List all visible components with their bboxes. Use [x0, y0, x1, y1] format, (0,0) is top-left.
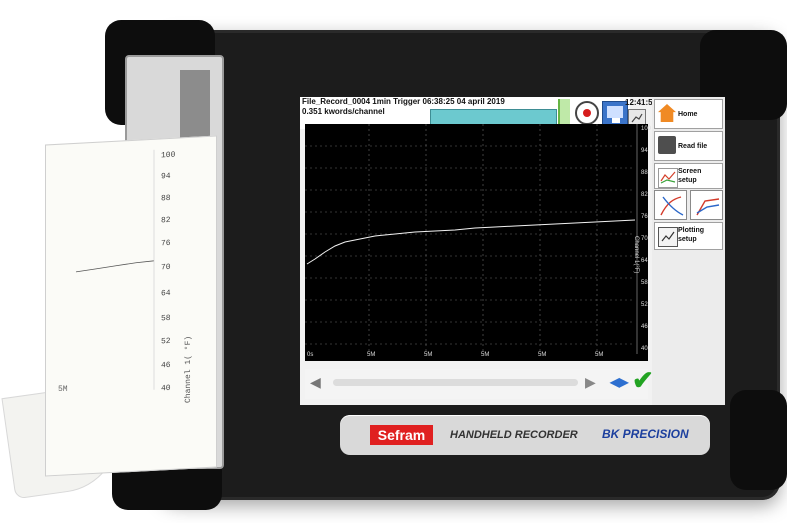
status-indicator	[558, 99, 570, 129]
signal-trace	[306, 219, 636, 265]
x-tick: 0s	[307, 352, 314, 358]
paper-tick: 76	[161, 238, 171, 249]
curve-scale-icon	[696, 198, 720, 216]
plotting-icon	[658, 227, 678, 247]
y-tick: 58	[641, 280, 648, 286]
paper-tick: 82	[161, 215, 171, 226]
rubber-bumper-bottom-right	[730, 390, 787, 490]
clock-text: 12:41:54	[625, 98, 658, 107]
menu-home-button[interactable]: Home	[654, 99, 723, 129]
sample-rate-text: 0.351 kwords/channel	[302, 107, 385, 116]
paper-tick: 58	[161, 313, 171, 324]
x-tick: 5M	[367, 352, 376, 358]
paper-tick: 100	[161, 150, 176, 161]
touch-screen: File_Record_0004 1min Trigger 06:38:25 0…	[300, 97, 725, 405]
curve-option-1-button[interactable]	[654, 190, 687, 220]
status-header: File_Record_0004 1min Trigger 06:38:25 0…	[300, 97, 657, 129]
check-icon[interactable]: ✔	[632, 365, 654, 395]
y-tick: 64	[641, 258, 648, 264]
record-icon	[583, 109, 591, 117]
y-tick: 52	[641, 302, 648, 308]
y-tick: 94	[641, 148, 648, 154]
product-title: HANDHELD RECORDER	[450, 429, 578, 441]
plot-scroll-bar: ◀ ▶ ◀▶ ✔	[305, 365, 654, 399]
menu-read-file-button[interactable]: Read file	[654, 131, 723, 161]
brand-label-strip: Sefram HANDHELD RECORDER BK PRECISION	[340, 415, 710, 455]
x-tick: 5M	[595, 352, 604, 358]
plot-grid	[305, 124, 638, 354]
paper-tick: 88	[161, 193, 171, 204]
menu-home-label: Home	[678, 111, 698, 118]
y-tick: 76	[641, 214, 648, 220]
curve-cross-icon	[660, 196, 684, 216]
paper-tick: 94	[161, 171, 171, 182]
y-tick: 82	[641, 192, 648, 198]
paper-trace	[75, 149, 155, 390]
memory-progress-bar	[430, 109, 557, 125]
paper-printout: 100 94 88 82 76 70 64 58 52 46 40 Channe…	[45, 135, 217, 477]
scroll-right-arrow-icon[interactable]: ▶	[585, 374, 596, 390]
x-tick: 5M	[481, 352, 490, 358]
paper-tick: 46	[161, 360, 171, 371]
side-menu: Home Read file Screen setup	[652, 97, 725, 405]
sefram-logo: Sefram	[370, 425, 433, 445]
paper-bottom-label: 5M	[58, 385, 68, 394]
save-icon	[607, 106, 623, 123]
screen-setup-icon	[658, 168, 678, 188]
y-tick: 100	[641, 126, 652, 132]
y-tick: 46	[641, 324, 648, 330]
menu-screen-setup-button[interactable]: Screen setup	[654, 163, 723, 189]
folder-icon	[658, 136, 676, 154]
x-tick: 5M	[424, 352, 433, 358]
paper-tick: 70	[161, 262, 171, 273]
paper-tick: 40	[161, 383, 171, 394]
menu-read-file-label: Read file	[678, 143, 708, 150]
plot-shortcut-icon	[631, 113, 643, 123]
y-tick: 40	[641, 346, 648, 352]
menu-plotting-setup-label-line2: setup	[678, 236, 697, 243]
curve-option-2-button[interactable]	[690, 190, 723, 220]
paper-tick: 64	[161, 288, 171, 299]
scroll-left-arrow-icon[interactable]: ◀	[310, 374, 321, 390]
menu-plotting-setup-label-line1: Plotting	[678, 227, 705, 234]
home-icon	[658, 104, 676, 122]
file-info-text: File_Record_0004 1min Trigger 06:38:25 0…	[302, 97, 505, 106]
scroll-track[interactable]	[333, 379, 578, 386]
y-tick: 88	[641, 170, 648, 176]
save-button[interactable]	[602, 101, 628, 127]
paper-tick: 52	[161, 336, 171, 347]
record-button[interactable]	[575, 101, 599, 125]
x-tick: 5M	[538, 352, 547, 358]
paper-axis-title: Channel 1( °F)	[184, 335, 193, 404]
waveform-plot[interactable]: 100 94 88 82 76 70 64 58 52 46 40 Channe…	[305, 124, 652, 361]
y-axis-title: Channel 1(°F)	[633, 236, 639, 274]
menu-screen-setup-label-line2: setup	[678, 177, 697, 184]
menu-screen-setup-label-line1: Screen	[678, 168, 702, 175]
menu-plotting-setup-button[interactable]: Plotting setup	[654, 222, 723, 250]
y-tick: 70	[641, 236, 648, 242]
bk-precision-logo: BK PRECISION	[602, 427, 689, 441]
left-right-arrows-icon[interactable]: ◀▶	[610, 375, 629, 389]
